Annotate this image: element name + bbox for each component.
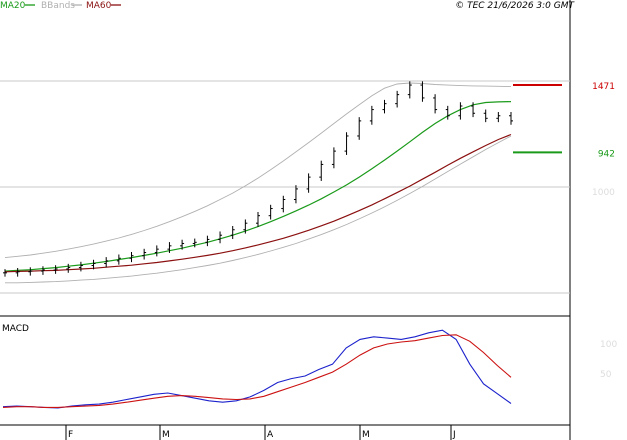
price-bar bbox=[15, 268, 20, 277]
legend-label-ma20: MA20 bbox=[0, 1, 26, 11]
price-bar bbox=[192, 238, 197, 248]
price-bar bbox=[142, 248, 147, 260]
x-axis-tick-label: M bbox=[162, 430, 170, 440]
macd-series-macd bbox=[2, 329, 512, 409]
price-bar bbox=[256, 211, 260, 228]
price-bar bbox=[205, 235, 210, 247]
bbands-layer bbox=[4, 82, 512, 284]
macd-lines-layer bbox=[2, 329, 512, 409]
x-axis-tick-label: M bbox=[362, 430, 370, 440]
legend-label-bbands: BBands bbox=[41, 1, 75, 11]
series-line-ma60 bbox=[4, 133, 512, 273]
price-bar bbox=[218, 231, 223, 244]
copyright-notice: © TEC 21/6/2026 3:0 GMT bbox=[455, 1, 575, 11]
price-bar bbox=[281, 195, 286, 213]
price-bar bbox=[483, 109, 488, 123]
price-bar bbox=[445, 105, 450, 120]
price-bar bbox=[40, 266, 45, 275]
series-line-bbands bbox=[4, 82, 512, 259]
price-bar bbox=[268, 204, 273, 220]
macd-axis-tick-100: 100 bbox=[600, 340, 617, 350]
price-bar bbox=[395, 90, 400, 108]
price-bar bbox=[91, 259, 96, 270]
price-bar bbox=[116, 254, 121, 265]
series-line-bbands bbox=[5, 135, 512, 284]
price-bar bbox=[344, 132, 349, 155]
price-bar bbox=[53, 265, 58, 274]
macd-panel-title: MACD bbox=[2, 324, 29, 334]
price-bar bbox=[167, 242, 172, 253]
price-bar bbox=[66, 263, 71, 273]
x-axis-tick-label: J bbox=[452, 430, 456, 440]
price-bar bbox=[357, 117, 362, 140]
price-bar bbox=[382, 99, 387, 114]
level-label-942: 942 bbox=[598, 149, 615, 159]
legend-label-ma60: MA60 bbox=[86, 1, 112, 11]
macd-series-signal bbox=[2, 334, 512, 408]
price-bar bbox=[28, 267, 33, 276]
price-bar bbox=[331, 147, 336, 169]
price-bar bbox=[420, 81, 425, 102]
price-bar bbox=[3, 269, 7, 277]
price-bar bbox=[180, 239, 185, 250]
macd-panel: MACD 100 50 bbox=[2, 324, 617, 409]
price-bar bbox=[496, 112, 501, 123]
price-bar bbox=[293, 185, 298, 204]
x-axis-tick-label: A bbox=[267, 430, 274, 440]
price-bar bbox=[319, 160, 324, 181]
price-bar bbox=[509, 112, 513, 125]
price-bar bbox=[471, 102, 476, 118]
price-bar bbox=[78, 261, 83, 272]
legend: MA20 BBands MA60 © TEC 21/6/2026 3:0 GMT bbox=[0, 1, 576, 11]
price-axis-tick-1000: 1000 bbox=[592, 188, 615, 198]
price-bar bbox=[154, 245, 159, 257]
macd-axis-tick-50: 50 bbox=[600, 370, 612, 380]
price-bar bbox=[129, 251, 134, 263]
levels-layer: 1471 942 bbox=[513, 82, 615, 159]
price-bar bbox=[306, 173, 311, 193]
x-axis-tick-label: F bbox=[68, 430, 73, 440]
price-bar bbox=[407, 81, 412, 99]
price-bar bbox=[243, 219, 248, 234]
price-bar bbox=[230, 226, 235, 240]
price-bar bbox=[369, 105, 374, 125]
level-label-1471: 1471 bbox=[592, 82, 615, 92]
price-bar bbox=[433, 94, 438, 114]
price-bar bbox=[458, 102, 463, 120]
price-bar bbox=[104, 257, 109, 268]
candles-layer bbox=[3, 81, 513, 277]
